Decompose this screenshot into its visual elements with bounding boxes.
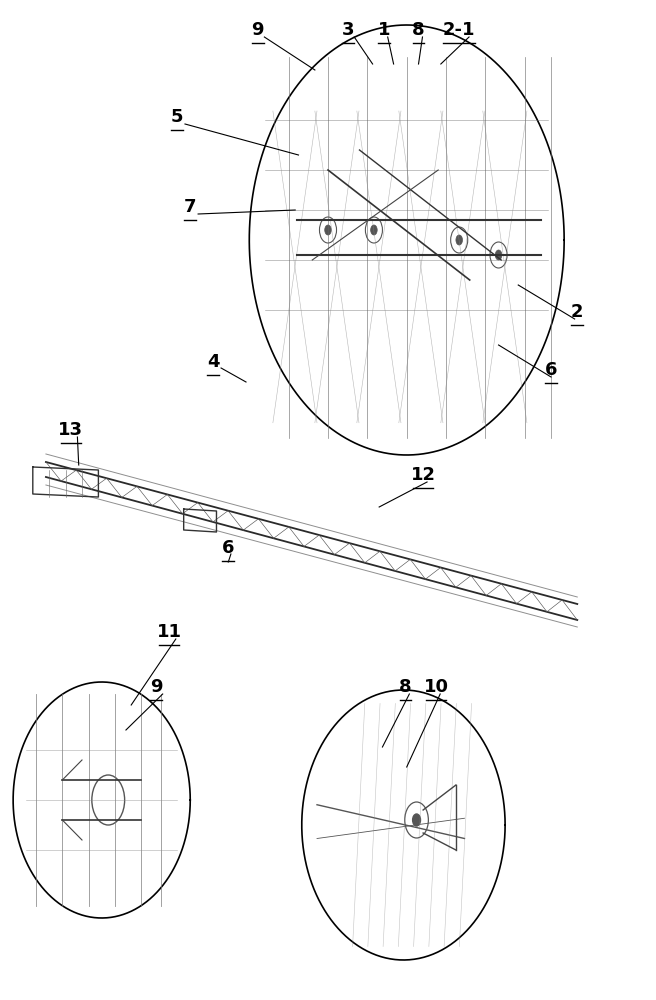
Circle shape — [413, 814, 420, 826]
Text: 9: 9 — [251, 21, 264, 39]
Text: 3: 3 — [341, 21, 354, 39]
Circle shape — [495, 250, 502, 260]
Text: 12: 12 — [411, 466, 436, 484]
Text: 2: 2 — [571, 303, 584, 321]
Text: 8: 8 — [399, 678, 412, 696]
Circle shape — [325, 225, 331, 235]
Text: 1: 1 — [377, 21, 390, 39]
Text: 9: 9 — [150, 678, 163, 696]
Text: 11: 11 — [157, 623, 182, 641]
Circle shape — [371, 225, 377, 235]
Text: 6: 6 — [544, 361, 558, 379]
Text: 8: 8 — [412, 21, 425, 39]
Text: 4: 4 — [207, 353, 220, 371]
Text: 10: 10 — [424, 678, 449, 696]
Text: 2-1: 2-1 — [443, 21, 476, 39]
Text: 7: 7 — [184, 198, 197, 216]
Text: 6: 6 — [222, 539, 235, 557]
Circle shape — [456, 235, 462, 245]
Text: 5: 5 — [171, 108, 184, 126]
Text: 13: 13 — [58, 421, 83, 439]
